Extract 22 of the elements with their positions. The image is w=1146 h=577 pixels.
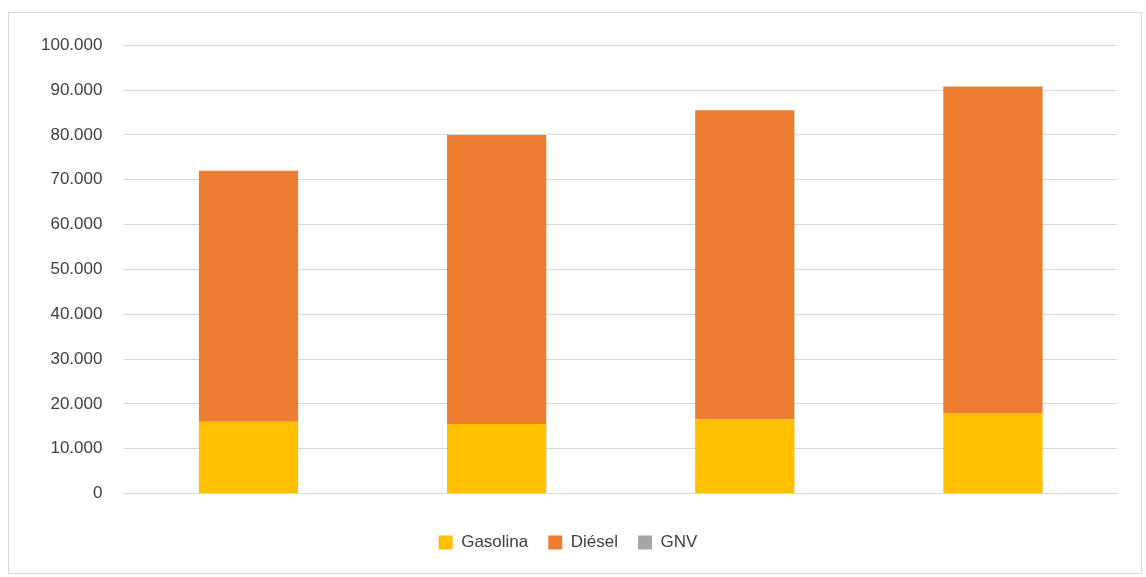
bar	[943, 412, 1043, 494]
y-tick-label: 100.000	[41, 34, 103, 54]
bar	[943, 86, 1043, 413]
y-tick-label: 40.000	[50, 303, 103, 323]
y-tick-label: 0	[92, 483, 103, 503]
y-tick-label: 30.000	[50, 348, 103, 368]
y-tick-label: 50.000	[50, 259, 103, 279]
bar	[695, 110, 795, 420]
y-tick-label: 20.000	[50, 393, 103, 413]
bar	[447, 424, 547, 494]
y-tick-label: 70.000	[50, 169, 103, 189]
legend-label: Gasolina	[461, 532, 529, 552]
bar	[198, 421, 299, 494]
bar	[695, 419, 795, 494]
y-tick-label: 10.000	[50, 438, 103, 458]
bar	[447, 134, 547, 425]
y-tick-label: 60.000	[50, 214, 103, 234]
y-tick-label: 90.000	[50, 79, 103, 99]
legend-label: Diésel	[570, 532, 619, 552]
y-tick-label: 80.000	[50, 124, 103, 144]
legend-label: GNV	[660, 532, 698, 552]
bar	[198, 170, 299, 422]
